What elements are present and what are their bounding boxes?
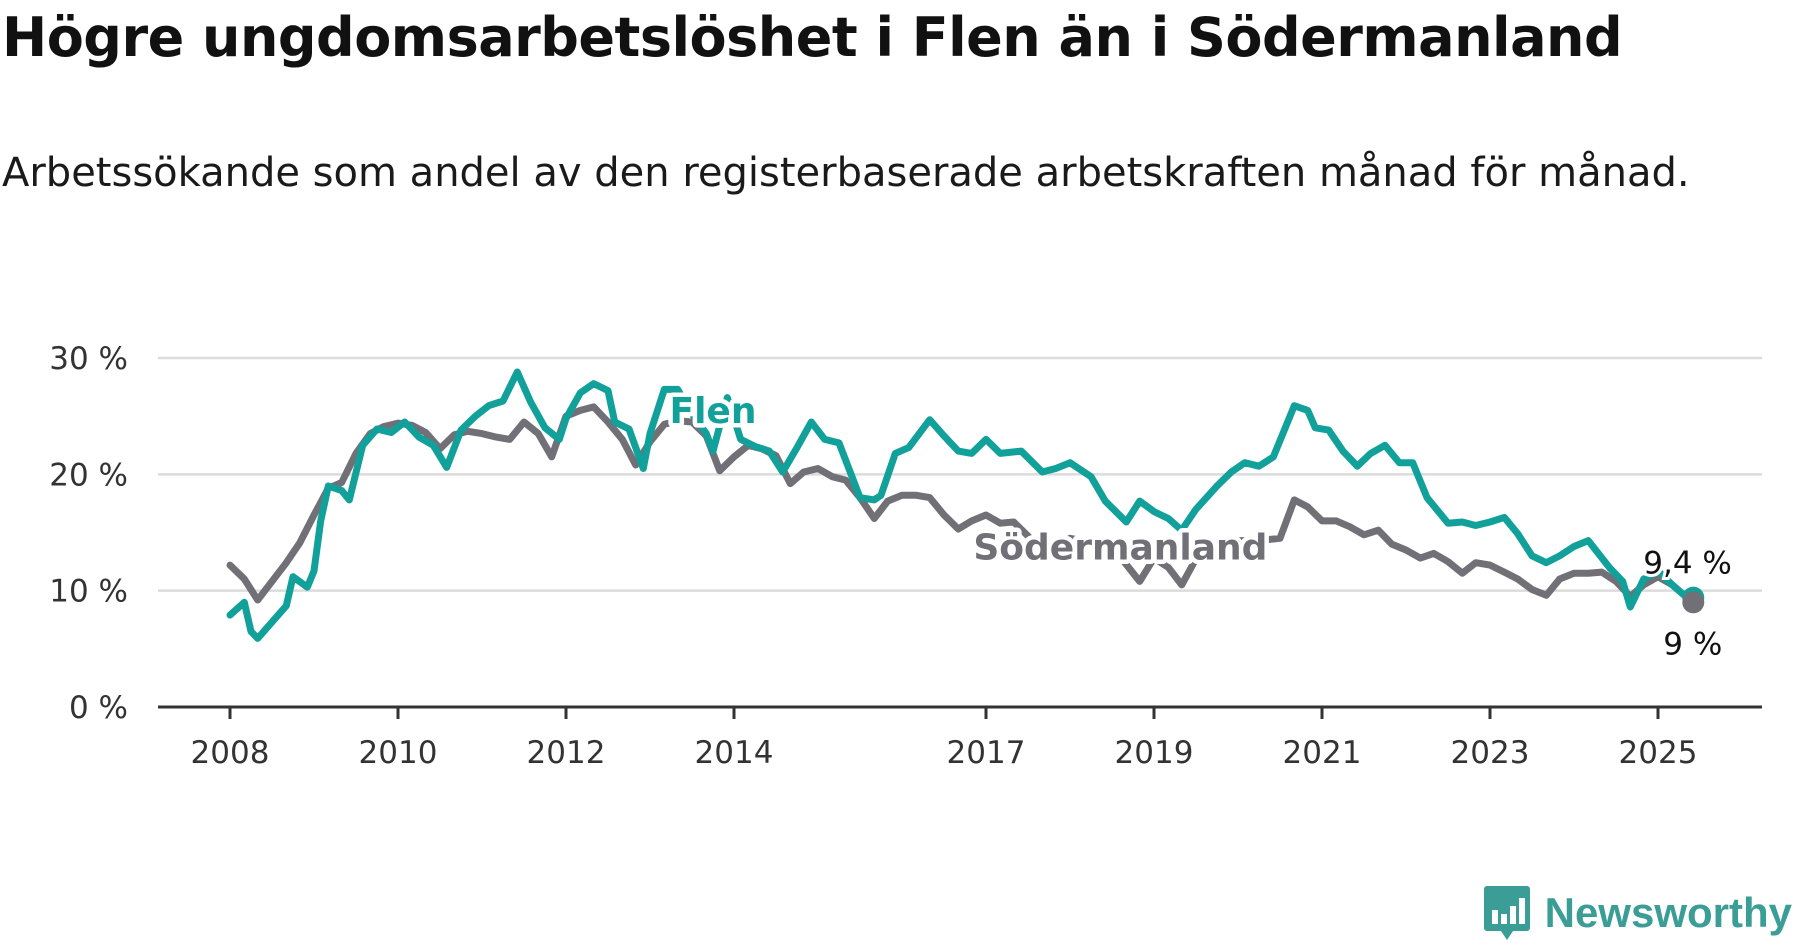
x-tick-label: 2012 [527,735,606,771]
series-lines [226,368,1705,642]
y-tick-label: 10 % [49,574,128,610]
grid-lines [158,356,1762,592]
chart-subtitle: Arbetssökande som andel av den registerb… [2,150,1690,196]
x-tick-label: 2017 [947,735,1026,771]
series-label-flen: Flen [670,391,757,432]
x-tick-label: 2019 [1115,735,1194,771]
series-line-flen [226,368,1697,642]
x-tick-label: 2025 [1619,735,1698,771]
newsworthy-bar-chart-icon [1483,886,1530,940]
x-tick-label: 2023 [1451,735,1530,771]
series-line-sodermanland [226,403,1697,606]
y-tick-label: 30 % [49,341,128,377]
y-tick-label: 0 % [69,690,128,726]
x-tick-label: 2010 [359,735,438,771]
y-tick-label: 20 % [49,457,128,493]
x-tick-label: 2021 [1283,735,1362,771]
x-tick-label: 2014 [695,735,774,771]
x-tick-label: 2008 [191,735,270,771]
end-label-sodermanland: 9 % [1663,626,1722,662]
series-endpoint-sodermanland [1682,591,1705,614]
axes: 0 % 10 % 20 % 30 % 2008 2010 2012 2014 2017 2019 2… [49,341,1762,771]
series-label-sodermanland: Södermanland [973,527,1267,568]
end-label-flen: 9,4 % [1643,546,1732,582]
chart-title: Högre ungdomsarbetslöshet i Flen än i Sö… [2,6,1623,69]
series-labels: Flen Södermanland 9,4 % 9 % [665,387,1735,666]
newsworthy-logo: Newsworthy [1483,884,1792,942]
brand-name: Newsworthy [1544,889,1792,936]
